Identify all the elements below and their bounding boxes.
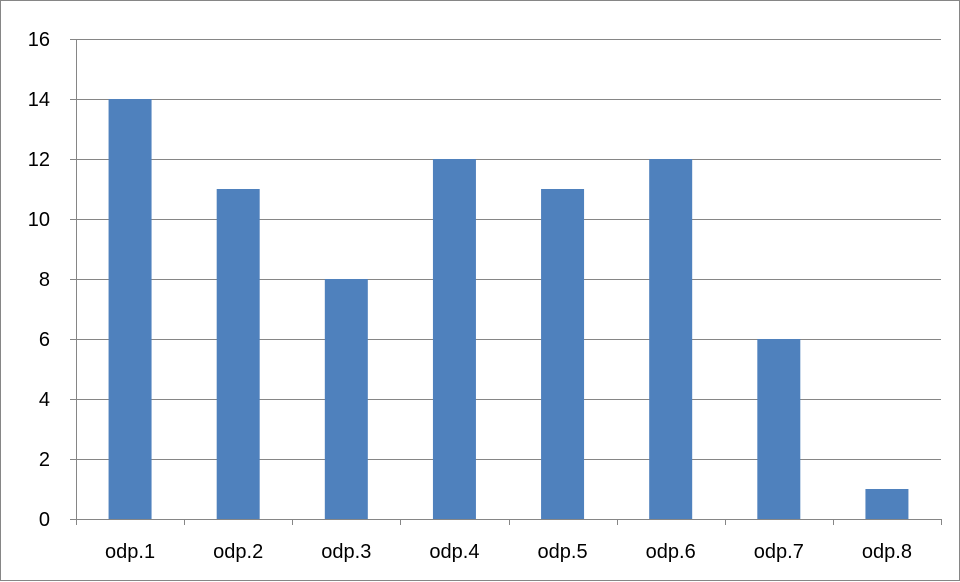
bar-odp.8 bbox=[865, 489, 909, 519]
axes bbox=[70, 39, 942, 525]
bar-odp.6 bbox=[649, 159, 693, 519]
y-tick-label: 6 bbox=[39, 329, 50, 351]
x-tick-label: odp.5 bbox=[538, 541, 588, 563]
y-tick-label: 10 bbox=[28, 209, 50, 231]
y-tick-label: 8 bbox=[39, 269, 50, 291]
y-tick-label: 16 bbox=[28, 29, 50, 51]
x-tick-label: odp.3 bbox=[321, 541, 371, 563]
bar-odp.5 bbox=[541, 189, 585, 519]
y-tick-label: 0 bbox=[39, 509, 50, 531]
y-tick-labels: 0 2 4 6 8 10 12 14 16 bbox=[28, 29, 50, 531]
x-tick-label: odp.6 bbox=[646, 541, 696, 563]
x-tick-label: odp.2 bbox=[213, 541, 263, 563]
bar-odp.4 bbox=[432, 159, 476, 519]
bar-odp.7 bbox=[757, 339, 801, 519]
y-tick-label: 2 bbox=[39, 449, 50, 471]
bar-odp.3 bbox=[324, 279, 368, 519]
y-tick-label: 4 bbox=[39, 389, 50, 411]
x-tick-label: odp.4 bbox=[429, 541, 479, 563]
x-tick-labels: odp.1 odp.2 odp.3 odp.4 odp.5 odp.6 odp.7 odp.8 bbox=[105, 541, 912, 563]
x-tick-label: odp.8 bbox=[862, 541, 912, 563]
y-tick-label: 14 bbox=[28, 89, 50, 111]
bar-odp.2 bbox=[216, 189, 260, 519]
x-tick-label: odp.7 bbox=[754, 541, 804, 563]
bars bbox=[108, 99, 909, 519]
gridlines bbox=[76, 39, 941, 460]
bar-odp.1 bbox=[108, 99, 152, 519]
x-tick-label: odp.1 bbox=[105, 541, 155, 563]
y-tick-label: 12 bbox=[28, 149, 50, 171]
